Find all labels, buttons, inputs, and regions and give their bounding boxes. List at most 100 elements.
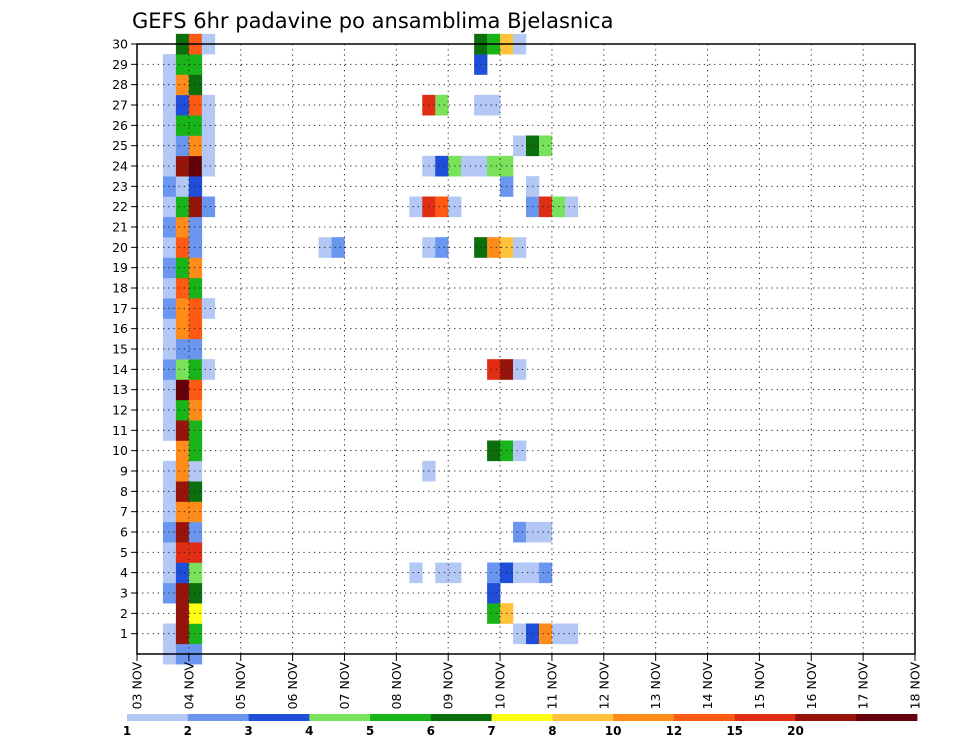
x-tick-label: 15 NOV bbox=[752, 662, 767, 710]
x-tick-label: 14 NOV bbox=[700, 662, 715, 710]
precip-cell-m10-t4 bbox=[188, 440, 203, 462]
y-tick-label: 9 bbox=[120, 464, 128, 479]
x-tick-label: 12 NOV bbox=[596, 662, 611, 710]
y-tick-label: 2 bbox=[120, 606, 128, 621]
precip-cell-m17-t3 bbox=[175, 298, 190, 319]
precip-cell-m23-t2 bbox=[162, 176, 177, 197]
colorbar-swatch bbox=[491, 714, 553, 721]
colorbar-label: 10 bbox=[605, 724, 622, 738]
precip-cell-m20-t23 bbox=[435, 237, 449, 258]
precip-cell-m2-t4 bbox=[188, 603, 203, 624]
precip-cell-m14-t2 bbox=[162, 359, 177, 380]
precip-cell-m6-t31 bbox=[538, 521, 553, 543]
precip-cell-m3-t3 bbox=[175, 582, 190, 604]
y-tick-label: 27 bbox=[112, 98, 128, 113]
colorbar-swatch bbox=[613, 714, 675, 721]
y-tick-label: 22 bbox=[112, 199, 128, 214]
precip-cell-m8-t3 bbox=[175, 481, 190, 502]
colorbar-swatch bbox=[856, 714, 918, 721]
precip-cell-m26-t2 bbox=[162, 115, 177, 136]
y-tick-label: 7 bbox=[120, 504, 128, 519]
precip-cell-m22-t5 bbox=[201, 196, 216, 218]
precip-cell-m27-t4 bbox=[188, 94, 203, 116]
precip-cell-m25-t3 bbox=[175, 135, 190, 157]
y-tick-label: 5 bbox=[120, 545, 128, 560]
precip-cell-m13-t4 bbox=[188, 379, 203, 401]
colorbar-swatch bbox=[370, 714, 432, 721]
precip-cell-m24-t23 bbox=[435, 155, 449, 177]
x-tick-label: 10 NOV bbox=[493, 662, 508, 710]
precip-cell-m19-t2 bbox=[162, 257, 177, 279]
precip-cell-m29-t4 bbox=[188, 54, 203, 75]
precip-cell-m14-t29 bbox=[513, 359, 527, 380]
y-axis-ticks: 1234567891011121314151617181920212223242… bbox=[112, 37, 137, 641]
precip-cell-m28-t4 bbox=[188, 74, 203, 96]
precip-cell-m4-t23 bbox=[435, 562, 449, 584]
precip-cell-m12-t4 bbox=[188, 399, 203, 421]
colorbar: 1 2 3 4 5 6 7 8 10 12 15 20 bbox=[123, 714, 918, 738]
y-tick-label: 14 bbox=[112, 362, 128, 377]
y-tick-label: 4 bbox=[120, 565, 128, 580]
precip-cell-m28-t2 bbox=[162, 74, 177, 96]
precip-cell-m22-t31 bbox=[538, 196, 553, 218]
precip-cell-m9-t4 bbox=[188, 460, 203, 482]
y-tick-label: 12 bbox=[112, 403, 128, 418]
precip-cell-m22-t23 bbox=[435, 196, 449, 218]
y-tick-label: 10 bbox=[112, 443, 128, 458]
colorbar-swatch bbox=[248, 714, 310, 721]
y-tick-label: 20 bbox=[112, 240, 128, 255]
precip-cell-m9-t3 bbox=[175, 460, 190, 482]
precip-cell-m5-t4 bbox=[188, 542, 203, 563]
y-tick-label: 17 bbox=[112, 301, 128, 316]
precip-cell-m19-t3 bbox=[175, 257, 190, 279]
precip-cell-m6-t4 bbox=[188, 521, 203, 543]
precip-cell-m15-t3 bbox=[175, 338, 190, 360]
x-tick-label: 08 NOV bbox=[389, 662, 404, 710]
precip-cell-m11-t4 bbox=[188, 420, 203, 441]
precip-cell-m22-t21 bbox=[409, 196, 423, 218]
precip-cell-m17-t5 bbox=[201, 298, 216, 319]
precip-cell-m22-t3 bbox=[175, 196, 190, 218]
y-tick-label: 24 bbox=[112, 159, 128, 174]
precip-cell-m5-t3 bbox=[175, 542, 190, 563]
precip-cell-m4-t27 bbox=[487, 562, 501, 584]
x-tick-label: 16 NOV bbox=[804, 662, 819, 710]
precip-cell-m12-t3 bbox=[175, 399, 190, 421]
precip-cell-m21-t3 bbox=[175, 216, 190, 238]
precip-cell-m14-t27 bbox=[487, 359, 501, 380]
precip-cell-m24-t25 bbox=[461, 155, 475, 177]
chart-title: GEFS 6hr padavine po ansamblima Bjelasni… bbox=[132, 9, 613, 33]
y-tick-label: 25 bbox=[112, 138, 128, 153]
precip-cell-m27-t3 bbox=[175, 94, 190, 116]
precip-cell-m10-t29 bbox=[513, 440, 527, 462]
precip-cell-m13-t2 bbox=[162, 379, 177, 401]
precip-cell-m29-t3 bbox=[175, 54, 190, 75]
colorbar-label: 20 bbox=[787, 724, 804, 738]
precip-cell-m17-t2 bbox=[162, 298, 177, 319]
colorbar-swatch bbox=[127, 714, 189, 721]
precip-cell-m22-t2 bbox=[162, 196, 177, 218]
precip-cell-m24-t4 bbox=[188, 155, 203, 177]
precip-cell-m20-t4 bbox=[188, 237, 203, 258]
precip-cell-m20-t27 bbox=[487, 237, 501, 258]
x-tick-label: 06 NOV bbox=[285, 662, 300, 710]
precip-cell-m13-t3 bbox=[175, 379, 190, 401]
precip-cell-m22-t4 bbox=[188, 196, 203, 218]
x-tick-label: 09 NOV bbox=[441, 662, 456, 710]
precip-cell-m5-t2 bbox=[162, 542, 177, 563]
precip-cell-m4-t4 bbox=[188, 562, 203, 584]
x-tick-label: 17 NOV bbox=[856, 662, 871, 710]
colorbar-label: 2 bbox=[184, 724, 192, 738]
y-tick-label: 23 bbox=[112, 179, 128, 194]
precip-cell-m27-t5 bbox=[201, 94, 216, 116]
colorbar-label: 5 bbox=[366, 724, 374, 738]
precip-cell-m16-t4 bbox=[188, 318, 203, 340]
precip-cell-m20-t29 bbox=[513, 237, 527, 258]
x-tick-label: 07 NOV bbox=[337, 662, 352, 710]
precipitation-cells bbox=[162, 33, 579, 665]
y-tick-label: 13 bbox=[112, 382, 128, 397]
precip-cell-m8-t2 bbox=[162, 481, 177, 502]
colorbar-label: 1 bbox=[123, 724, 131, 738]
precip-cell-m7-t2 bbox=[162, 501, 177, 523]
